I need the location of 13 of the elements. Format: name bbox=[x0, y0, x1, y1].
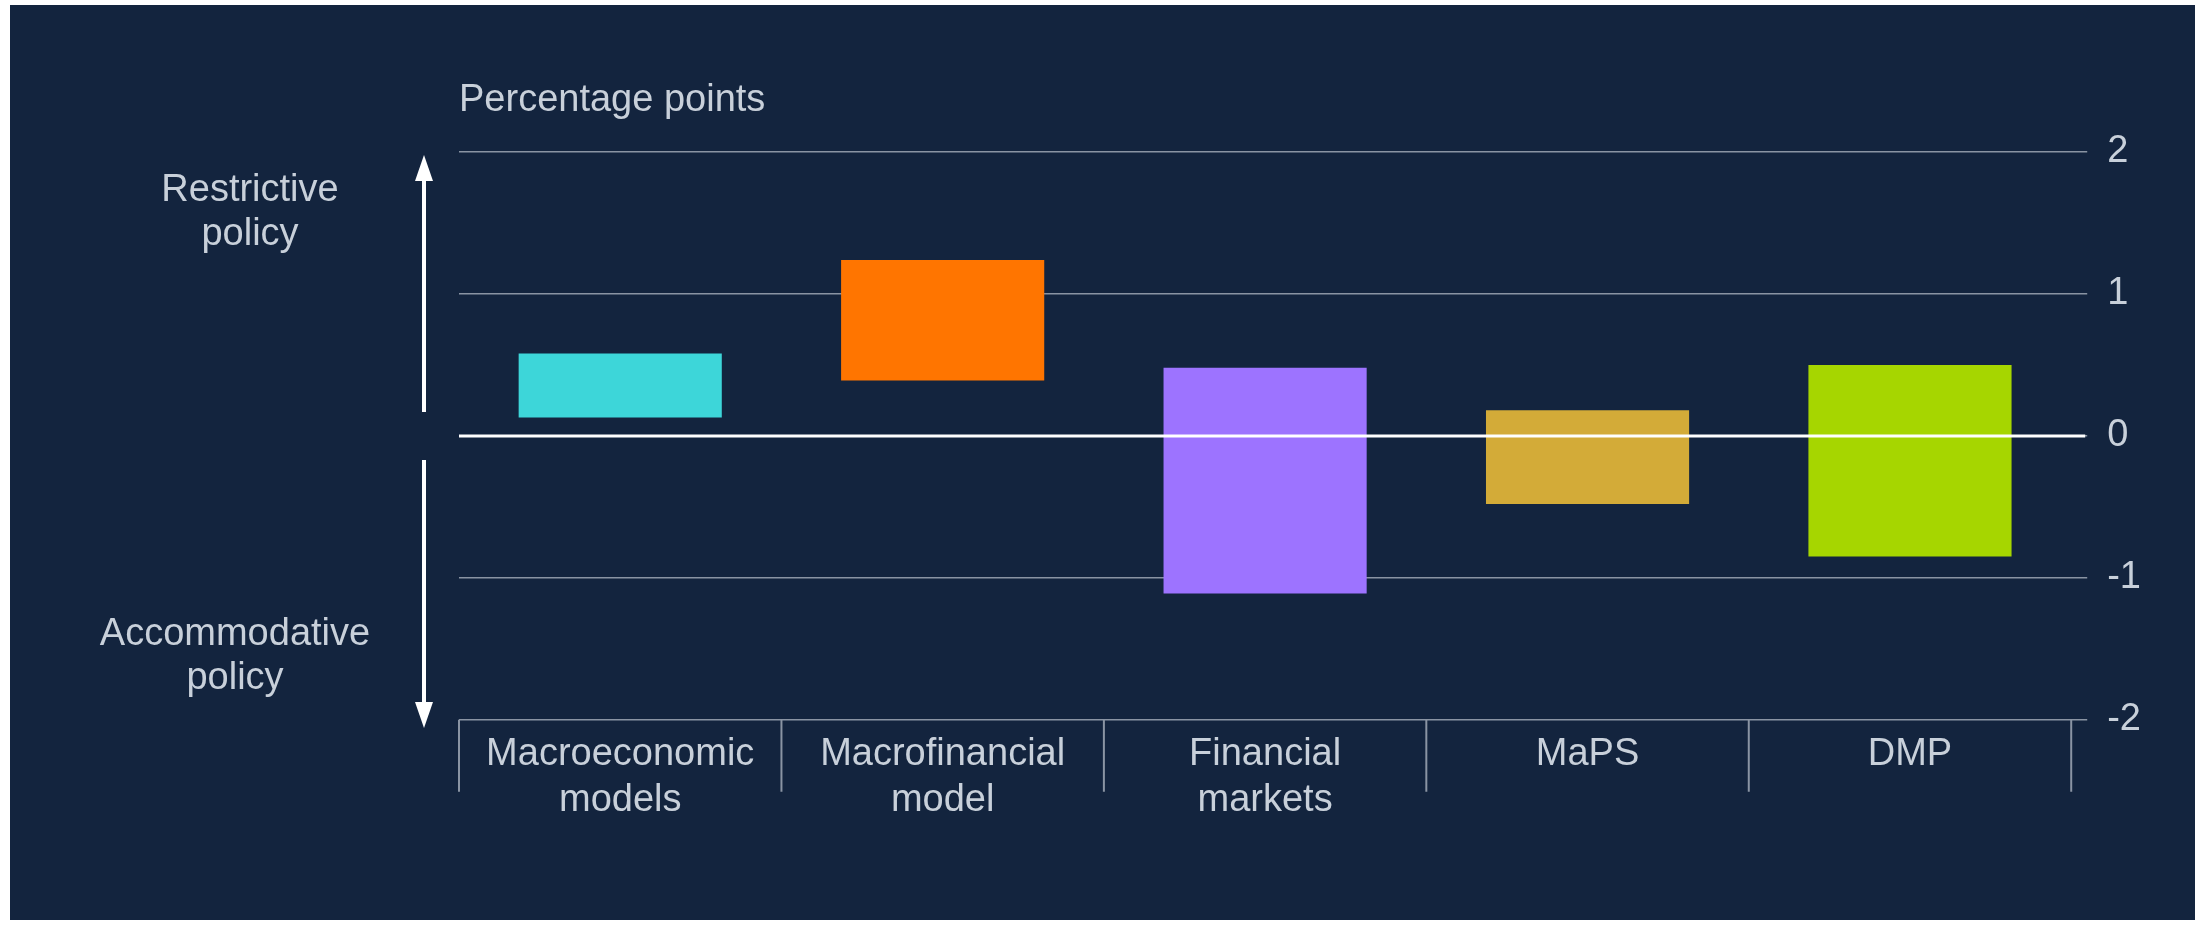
y-tick-label: -1 bbox=[2107, 554, 2142, 597]
text: Accommodative policy bbox=[98, 610, 372, 698]
y-axis-title: Percentage points bbox=[459, 76, 766, 120]
y-tick-label: 1 bbox=[2107, 270, 2129, 313]
x-tick-label: DMP bbox=[1867, 731, 1953, 774]
y-tick-label: 0 bbox=[2107, 412, 2129, 455]
y-tick-label: -2 bbox=[2107, 696, 2142, 739]
x-tick-label: Macrofinancial model bbox=[820, 731, 1066, 819]
x-tick-label: Macroeconomic models bbox=[486, 731, 755, 819]
x-tick-label: Financial markets bbox=[1189, 731, 1342, 819]
y-tick-label: 2 bbox=[2107, 128, 2129, 171]
x-tick-label: MaPS bbox=[1535, 731, 1640, 774]
text: Restrictive policy bbox=[160, 166, 340, 254]
